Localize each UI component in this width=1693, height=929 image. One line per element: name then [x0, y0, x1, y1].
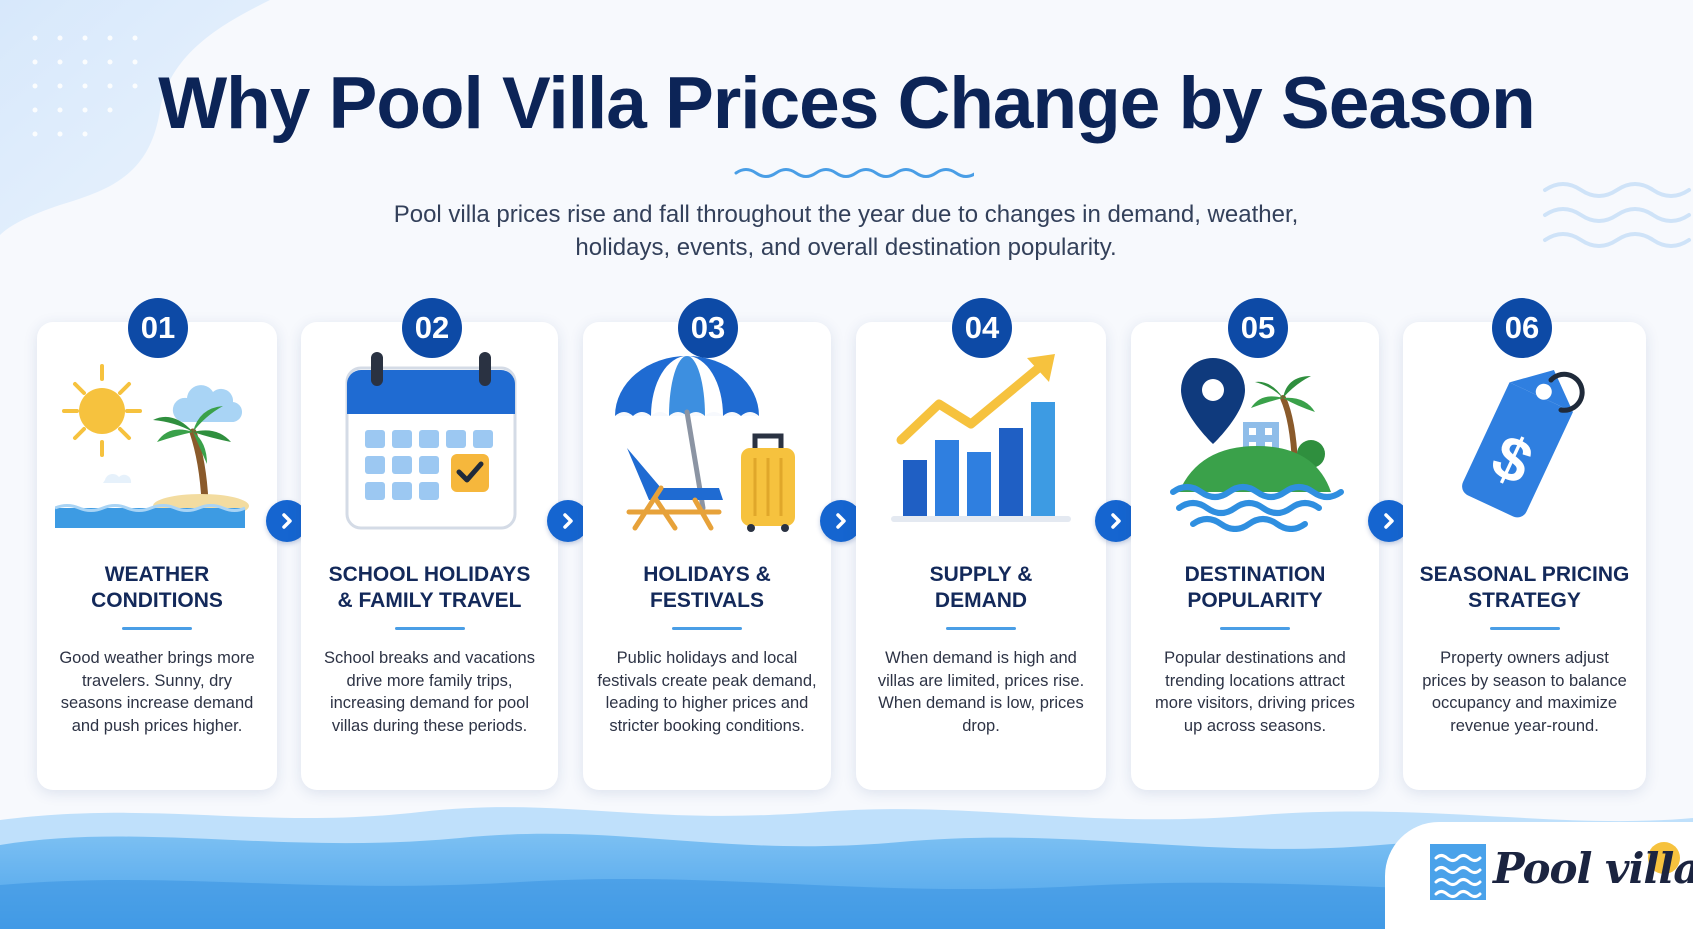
- title-divider: [1220, 627, 1290, 630]
- card-destination-popularity: DESTINATION POPULARITY Popular destinatio…: [1131, 322, 1379, 790]
- logo-text: Pool villa: [1493, 844, 1693, 893]
- step-badge: 01: [128, 298, 188, 358]
- page-title: Why Pool Villa Prices Change by Season: [158, 63, 1535, 144]
- card-title: SCHOOL HOLIDAYS & FAMILY TRAVEL: [328, 563, 531, 612]
- card-description: School breaks and vacations drive more f…: [324, 649, 535, 735]
- card-holidays-festivals: HOLIDAYS & FESTIVALS Public holidays and …: [583, 322, 831, 790]
- chevron-right-icon: [1384, 513, 1394, 529]
- calendar-icon: [345, 352, 517, 530]
- title-underline-wave: [734, 168, 974, 178]
- subtitle: Pool villa prices rise and fall througho…: [393, 201, 1299, 261]
- step-badge: 02: [402, 298, 462, 358]
- title-divider: [394, 627, 465, 630]
- price-tag-icon: $: [1462, 369, 1585, 518]
- card-school-holidays: SCHOOL HOLIDAYS & FAMILY TRAVEL School br…: [301, 322, 558, 790]
- step-badge: 06: [1492, 298, 1552, 358]
- next-arrow-button[interactable]: [547, 500, 589, 542]
- chevron-right-icon: [563, 513, 573, 529]
- sun-island-icon: [55, 364, 249, 528]
- card-weather-conditions: WEATHER CONDITIONS Good weather brings mo…: [37, 322, 277, 790]
- next-arrow-button[interactable]: [820, 500, 862, 542]
- card-description: Good weather brings more travelers. Sunn…: [59, 649, 255, 735]
- chevron-right-icon: [282, 513, 292, 529]
- card-title: WEATHER CONDITIONS: [91, 563, 223, 612]
- step-badge: 04: [952, 298, 1012, 358]
- brand-logo: Pool villa: [1385, 822, 1693, 929]
- chevron-right-icon: [1111, 513, 1121, 529]
- next-arrow-button[interactable]: [1095, 500, 1137, 542]
- card-description: Public holidays and local festivals crea…: [597, 649, 817, 735]
- title-divider: [1489, 627, 1560, 630]
- card-seasonal-pricing: $ SEASONAL PRICING STRATEGY Property owne…: [1403, 322, 1646, 790]
- pool-wave-logo-icon: [1430, 844, 1486, 900]
- title-divider: [946, 627, 1016, 630]
- card-title: SEASONAL PRICING STRATEGY: [1419, 563, 1630, 612]
- card-description: When demand is high and villas are limit…: [877, 649, 1085, 735]
- sun-dot-icon: [1648, 842, 1680, 874]
- card-title: DESTINATION POPULARITY: [1184, 563, 1326, 612]
- step-badge: 03: [678, 298, 738, 358]
- step-badge: 05: [1228, 298, 1288, 358]
- growth-chart-icon: [891, 354, 1071, 522]
- card-description: Property owners adjust prices by season …: [1422, 649, 1627, 735]
- title-divider: [672, 627, 742, 630]
- map-pin-island-icon: [1170, 358, 1344, 532]
- beach-umbrella-suitcase-icon: [615, 356, 795, 532]
- card-title: HOLIDAYS & FESTIVALS: [643, 563, 771, 612]
- card-title: SUPPLY & DEMAND: [929, 563, 1033, 612]
- title-divider: [122, 627, 192, 630]
- card-description: Popular destinations and trending locati…: [1155, 649, 1355, 735]
- chevron-right-icon: [836, 513, 846, 529]
- card-supply-demand: SUPPLY & DEMAND When demand is high and v…: [856, 322, 1106, 790]
